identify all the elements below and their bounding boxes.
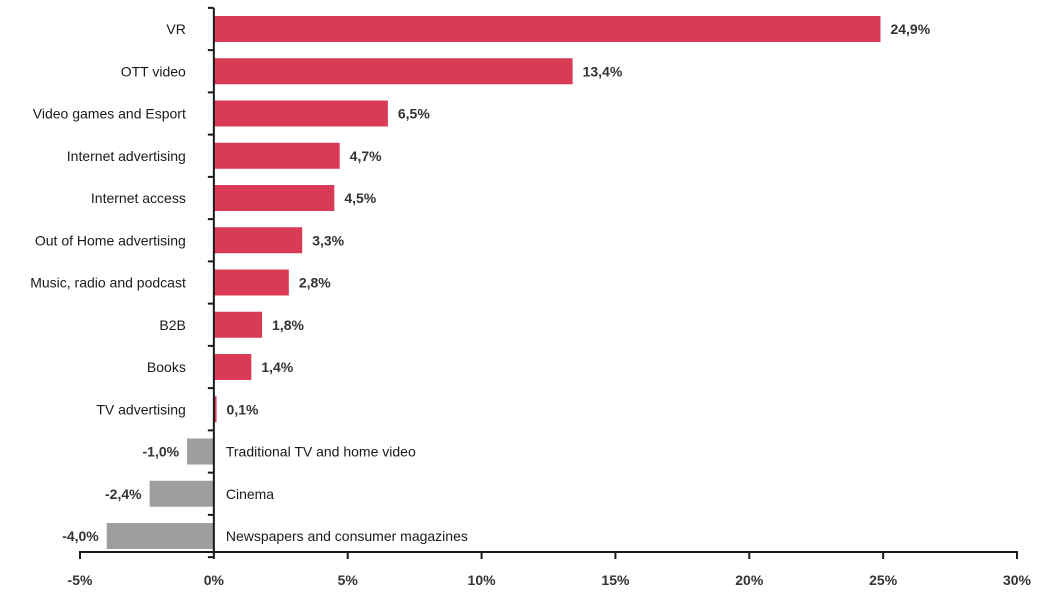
axes-group: -5% 0% 5% 10% 15% 20% 25% 30% [68, 6, 1032, 588]
value-label: 0,1% [227, 401, 259, 417]
category-label: Cinema [226, 486, 274, 502]
category-label: Newspapers and consumer magazines [226, 528, 468, 544]
bar-9 [213, 354, 252, 380]
value-label: 13,4% [583, 63, 623, 79]
value-label: 4,7% [350, 148, 382, 164]
category-label: Traditional TV and home video [226, 444, 416, 460]
x-tick-label: 0% [204, 572, 225, 588]
bar-12 [149, 480, 214, 507]
bar-1 [213, 16, 881, 42]
bars-group [106, 16, 881, 549]
labels-group: VR 24,9% OTT video 13,4% Video games and Esp… [30, 21, 930, 544]
value-label: -2,4% [105, 486, 142, 502]
bar-11 [187, 438, 214, 465]
x-tick-label: 20% [735, 572, 764, 588]
x-tick-label: 5% [338, 572, 359, 588]
value-label: 24,9% [890, 21, 930, 37]
category-label: Video games and Esport [33, 106, 186, 122]
category-label: Out of Home advertising [35, 232, 186, 248]
value-label: -4,0% [62, 528, 99, 544]
bar-8 [213, 311, 263, 338]
category-label: Internet advertising [67, 148, 186, 164]
value-label: 1,8% [272, 317, 304, 333]
category-label: Music, radio and podcast [30, 275, 186, 291]
bar-5 [213, 185, 335, 211]
value-label: 3,3% [312, 232, 344, 248]
category-label: Internet access [91, 190, 186, 206]
bar-2 [213, 58, 573, 85]
category-label: Books [147, 359, 186, 375]
value-label: 1,4% [261, 359, 293, 375]
value-label: 2,8% [299, 275, 331, 291]
value-label: -1,0% [143, 444, 180, 460]
category-label: OTT video [121, 63, 186, 79]
bar-3 [213, 100, 388, 127]
bar-7 [213, 269, 289, 296]
category-label: VR [166, 21, 185, 37]
x-tick-label: 30% [1003, 572, 1032, 588]
category-label: B2B [159, 317, 185, 333]
x-tick-label: 15% [601, 572, 630, 588]
bar-13 [106, 523, 214, 549]
bar-4 [213, 142, 340, 169]
bar-10 [213, 396, 217, 423]
value-label: 4,5% [344, 190, 376, 206]
value-label: 6,5% [398, 106, 430, 122]
bar-6 [213, 227, 303, 254]
x-tick-label: -5% [68, 572, 93, 588]
category-label: TV advertising [96, 401, 185, 417]
x-tick-label: 25% [869, 572, 898, 588]
x-tick-label: 10% [468, 572, 497, 588]
